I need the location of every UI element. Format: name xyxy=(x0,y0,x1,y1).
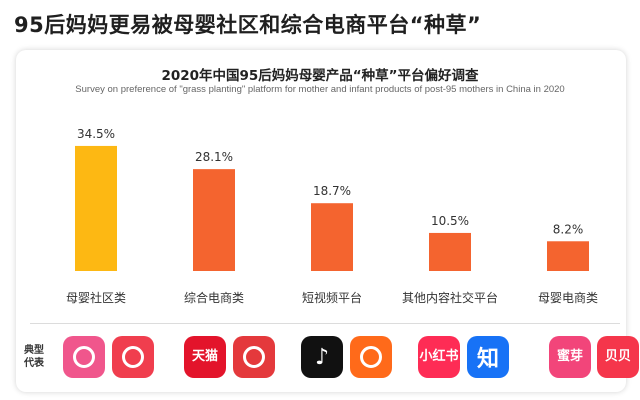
category-label-4: 其他内容社交平台 xyxy=(402,290,498,305)
xiaohongshu-icon: 小红书 xyxy=(418,336,460,378)
representatives-label: 典型代表 xyxy=(24,345,44,369)
zhihu-icon-label: 知 xyxy=(476,347,499,372)
douyin-icon-label: ♪ xyxy=(314,344,330,370)
tmall-icon: 天猫 xyxy=(184,336,226,378)
bar-1 xyxy=(75,145,117,271)
zhihu-icon: 知 xyxy=(467,336,509,378)
mama-net-icon xyxy=(112,336,154,378)
tmall-icon-label: 天猫 xyxy=(191,349,218,364)
beibei-icon: 贝贝 xyxy=(597,336,639,378)
category-label-1: 母婴社区类 xyxy=(66,290,126,305)
bar-5 xyxy=(547,241,589,271)
category-label-5: 母婴电商类 xyxy=(538,290,598,305)
miya-icon-label: 蜜芽 xyxy=(556,349,583,364)
chart-subtitle: Survey on preference of "grass planting"… xyxy=(75,84,565,95)
bar-4 xyxy=(429,232,471,271)
category-label-3: 短视频平台 xyxy=(302,290,362,305)
jd-icon xyxy=(233,336,275,378)
kuaishou-icon xyxy=(350,336,392,378)
mama-net-icon-glyph xyxy=(122,346,144,368)
bar-3 xyxy=(311,203,353,271)
jd-icon-glyph xyxy=(243,346,265,368)
value-label-4: 10.5% xyxy=(431,214,469,228)
divider xyxy=(30,323,620,324)
baby-tree-icon-glyph xyxy=(73,346,95,368)
xiaohongshu-icon-label: 小红书 xyxy=(419,349,459,364)
baby-tree-icon xyxy=(63,336,105,378)
kuaishou-icon-glyph xyxy=(360,346,382,368)
chart-title: 2020年中国95后妈妈母婴产品“种草”平台偏好调查 xyxy=(161,68,479,84)
value-label-1: 34.5% xyxy=(77,127,115,141)
value-label-3: 18.7% xyxy=(313,184,351,198)
value-label-2: 28.1% xyxy=(195,150,233,164)
miya-icon: 蜜芽 xyxy=(549,336,591,378)
bar-2 xyxy=(193,169,235,271)
category-label-2: 综合电商类 xyxy=(184,290,244,305)
page-headline: 95后妈妈更易被母婴社区和综合电商平台“种草” xyxy=(14,13,482,37)
value-label-5: 8.2% xyxy=(553,222,584,236)
douyin-icon: ♪ xyxy=(301,336,343,378)
beibei-icon-label: 贝贝 xyxy=(604,349,631,364)
